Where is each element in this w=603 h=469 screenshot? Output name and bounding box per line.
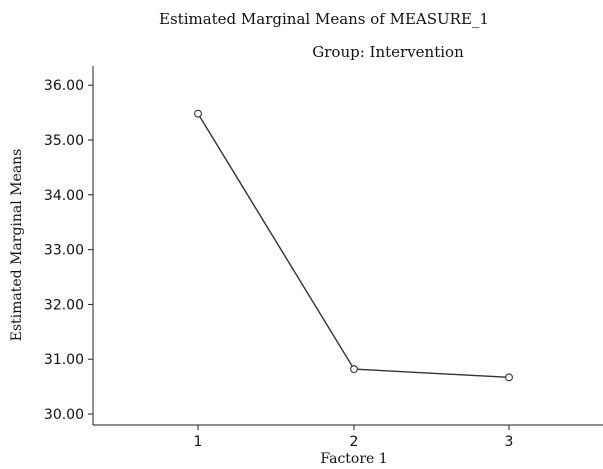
data-point — [505, 373, 513, 382]
y-tick-label: 34.00 — [44, 188, 84, 204]
y-tick-label: 30.00 — [44, 407, 84, 423]
y-ticks: 30.00 31.00 32.00 33.00 34.00 35.00 36.00 — [44, 78, 93, 423]
y-tick-label: 32.00 — [44, 297, 84, 313]
series-line — [197, 113, 510, 379]
chart-title: Estimated Marginal Means of MEASURE_1 — [159, 10, 489, 28]
data-point — [350, 365, 358, 374]
x-axis-label: Factore 1 — [320, 451, 387, 467]
x-tick-label: 1 — [194, 434, 203, 450]
data-point — [194, 109, 202, 118]
x-ticks: 1 2 3 — [194, 425, 514, 450]
x-tick-label: 2 — [350, 434, 359, 450]
series-layer — [194, 109, 513, 382]
plot-area: 30.00 31.00 32.00 33.00 34.00 35.00 36.00 1 2 3 — [44, 66, 603, 450]
chart-subtitle: Group: Intervention — [312, 43, 464, 61]
y-tick-label: 33.00 — [44, 243, 84, 259]
y-tick-label: 35.00 — [44, 133, 84, 149]
y-tick-label: 31.00 — [44, 352, 84, 368]
x-tick-label: 3 — [505, 434, 514, 450]
y-axis-label: Estimated Marginal Means — [9, 149, 25, 342]
y-tick-label: 36.00 — [44, 78, 84, 94]
